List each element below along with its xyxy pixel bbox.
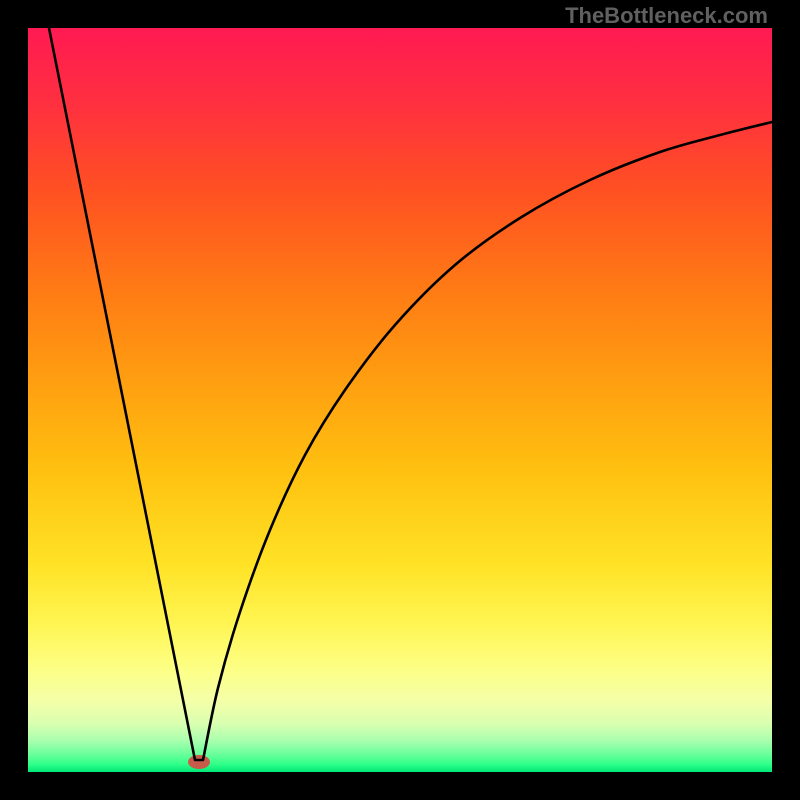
chart-stage: TheBottleneck.com	[0, 0, 800, 800]
plot-background	[28, 28, 772, 772]
minimum-marker	[188, 755, 210, 769]
watermark-text: TheBottleneck.com	[565, 3, 768, 29]
chart-svg	[0, 0, 800, 800]
